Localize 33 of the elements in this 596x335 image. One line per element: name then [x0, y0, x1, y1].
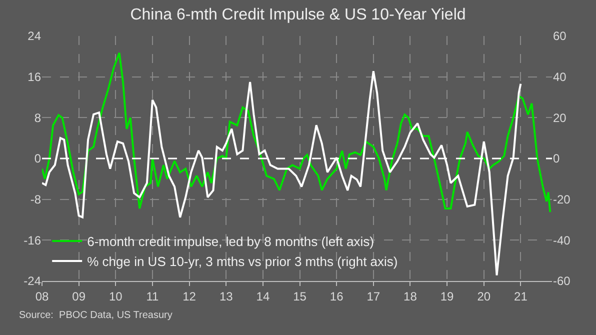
chart-title: China 6-mth Credit Impulse & US 10-Year Yield: [130, 6, 466, 24]
x-tick-label: 20: [477, 289, 491, 304]
x-tick-label: 10: [108, 289, 123, 304]
y-tick-label: 24: [28, 29, 42, 44]
x-tick-label: 09: [72, 289, 86, 304]
x-tick-label: 11: [146, 289, 160, 304]
x-tick-label: 14: [256, 289, 270, 304]
y2-tick-label: -20: [553, 192, 571, 207]
y-tick-label: -8: [30, 192, 42, 207]
y-tick-label: -16: [24, 233, 42, 248]
y2-tick-label: 0: [553, 152, 560, 166]
x-tick-label: 18: [404, 289, 418, 304]
y2-tick-label: 20: [553, 110, 567, 125]
y-tick-label: 8: [34, 110, 42, 125]
source-note: Source: PBOC Data, US Treasury: [19, 310, 172, 321]
y2-tick-label: -60: [553, 274, 571, 288]
x-tick-label: 17: [366, 289, 380, 304]
line-series: [42, 52, 552, 214]
legend-label: 6-month credit impulse, led by 8 months (left axis): [87, 234, 374, 250]
y-tick-label: 16: [28, 70, 42, 84]
y2-tick-label: 60: [553, 29, 567, 44]
x-tick-label: 12: [182, 289, 196, 304]
x-tick-label: 08: [35, 289, 49, 304]
y2-tick-label: -40: [553, 233, 571, 248]
x-tick-label: 13: [219, 289, 234, 304]
y2-tick-label: 40: [553, 70, 567, 84]
x-tick-label: 19: [440, 289, 454, 304]
x-tick-label: 15: [293, 289, 307, 304]
y-tick-label: 0: [34, 152, 42, 166]
x-tick-label: 16: [330, 289, 344, 304]
legend-label: % chge in US 10-yr, 3 mths vs prior 3 mths (right axis): [87, 254, 398, 270]
y-tick-label: -24: [24, 274, 42, 288]
x-tick-label: 21: [514, 289, 528, 304]
